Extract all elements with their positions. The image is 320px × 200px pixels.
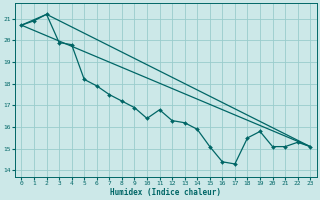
X-axis label: Humidex (Indice chaleur): Humidex (Indice chaleur) [110,188,221,197]
